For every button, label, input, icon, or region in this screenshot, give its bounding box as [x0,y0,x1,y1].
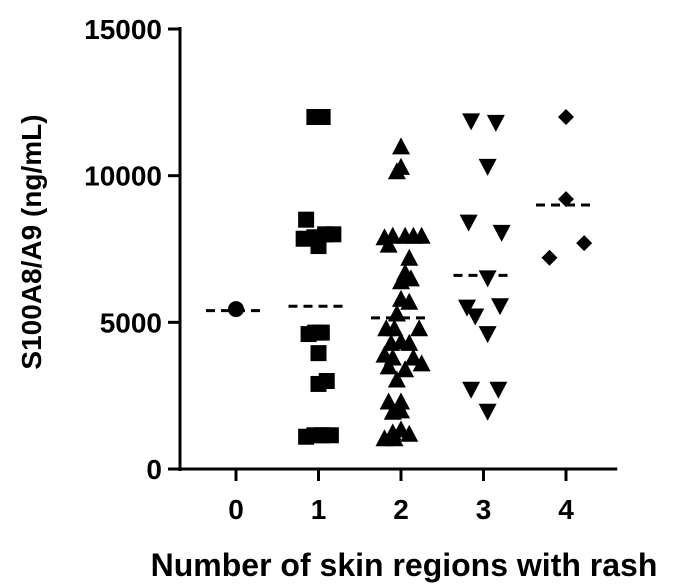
data-point [298,211,315,228]
x-tick-label: 2 [393,494,409,525]
x-tick-label: 4 [558,494,574,525]
data-point [400,248,419,266]
data-point [492,224,511,242]
data-point [558,109,574,125]
data-point [392,137,410,155]
data-point [396,360,415,378]
data-point [491,298,509,316]
y-tick-label: 5000 [100,307,162,338]
data-point [310,238,327,255]
data-point [458,299,476,317]
data-point [412,354,431,372]
data-point [379,357,398,375]
data-point [392,401,410,419]
data-point [387,304,406,322]
data-point [300,326,317,343]
data-point [486,114,505,132]
data-point [576,235,593,252]
data-point [478,403,497,421]
y-axis-label: S100A8/A9 (ng/mL) [16,114,47,369]
data-point [385,429,404,447]
data-point [387,370,406,388]
data-point [400,424,419,442]
data-point [459,214,478,232]
data-point [462,381,481,399]
data-point [478,270,497,288]
data-point [387,162,406,180]
x-tick-label: 1 [311,494,327,525]
data-point [379,235,398,253]
data-point [462,113,481,131]
data-point [313,324,330,341]
data-point [541,249,558,266]
data-point [466,308,485,326]
y-tick-label: 0 [146,454,162,485]
x-tick-label: 3 [476,494,492,525]
data-point [404,348,423,366]
data-point [314,109,331,125]
x-axis-label: Number of skin regions with rash [151,547,658,583]
data-point [410,319,429,337]
data-point [400,292,419,310]
y-tick-label: 15000 [84,14,162,45]
data-point [228,301,244,318]
data-point [558,191,574,208]
data-point [400,333,419,351]
data-point [322,427,339,444]
data-point [392,272,410,290]
y-axis: 0 5000 10000 15000 [84,14,182,485]
data-point [489,381,508,399]
data-point [325,226,342,243]
data-point [310,345,327,362]
data-point [318,373,335,389]
data-point [412,226,431,244]
data-point [401,269,420,287]
data-point [478,326,497,344]
data-point [478,158,497,176]
data-point [392,392,410,410]
data-points [228,109,593,447]
y-tick-label: 10000 [84,161,162,192]
data-point [385,319,404,337]
x-tick-label: 0 [228,494,244,525]
x-axis: 0 1 2 3 4 [178,467,618,525]
